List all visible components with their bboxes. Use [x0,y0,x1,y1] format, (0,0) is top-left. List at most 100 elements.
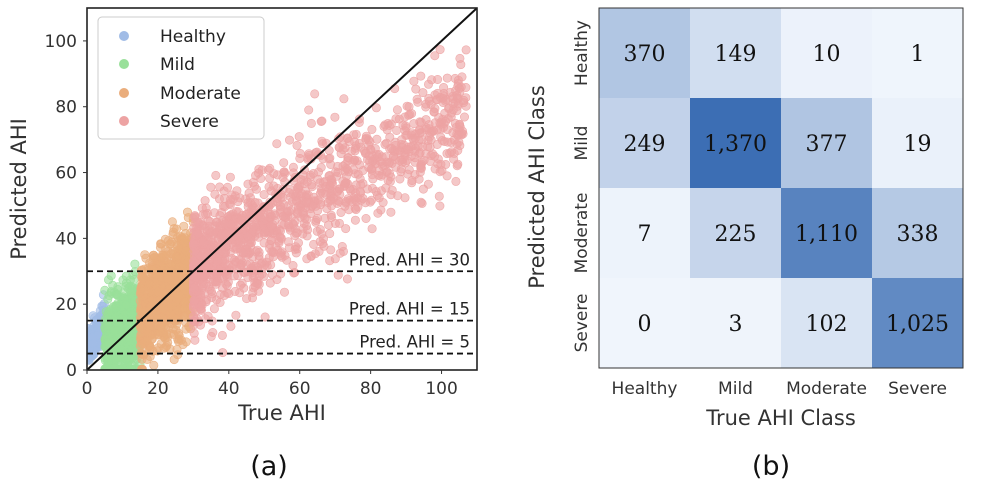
scatter-point [189,283,199,293]
scatter-point [318,139,328,149]
scatter-point [149,250,159,260]
legend-marker-mild [119,59,129,69]
scatter-point [340,166,350,176]
scatter-point [371,103,381,113]
scatter-point [435,201,445,211]
scatter-point [231,310,241,320]
x-tick-label: 0 [82,379,93,399]
scatter-point [270,211,280,221]
scatter-point [110,325,120,335]
scatter-point [155,327,165,337]
heatmap-cell [599,98,691,189]
threshold-label: Pred. AHI = 15 [349,300,470,319]
scatter-point [156,339,166,349]
scatter-point [222,272,232,282]
scatter-point [410,153,420,163]
scatter-point [213,256,223,266]
heatmap-cell [872,278,964,369]
scatter-point [251,247,261,257]
heatmap-y-tick-label: Healthy [572,20,592,86]
scatter-point [459,112,469,122]
scatter-point [351,129,361,139]
scatter-point [389,151,399,161]
scatter-point [163,274,173,284]
heatmap-cell [781,188,873,279]
scatter-point [130,259,140,269]
scatter-point [387,185,397,195]
scatter-point [215,297,225,307]
scatter-point [295,153,305,163]
scatter-point [189,295,199,305]
scatter-point [198,237,208,247]
scatter-point [433,75,443,85]
scatter-point [168,227,178,237]
scatter-point [179,221,189,231]
y-tick-label: 40 [55,229,77,249]
scatter-point [242,294,252,304]
heatmap-cell [781,278,873,369]
scatter-point [277,252,287,262]
legend-marker-healthy [119,31,129,41]
scatter-point [179,237,189,247]
scatter-point [89,321,99,331]
scatter-point [211,170,221,180]
confusion-matrix-panel: 370 149 10 1 249 1,370 377 19 7 225 1,110 338 0 3 102 1… [525,7,964,482]
scatter-point [219,186,229,196]
scatter-point [416,197,426,207]
scatter-point [189,328,199,338]
scatter-point [461,83,471,93]
scatter-point [361,131,371,141]
y-tick-label: 80 [55,98,77,118]
heatmap-frame [598,7,964,369]
scatter-point [361,214,371,224]
scatter-point [121,271,131,281]
scatter-point [308,169,318,179]
scatter-point [209,304,219,314]
scatter-point [206,286,216,296]
scatter-point [312,214,322,224]
heatmap-cell-label: 0 [638,312,652,337]
scatter-point [119,293,129,303]
scatter-point [288,162,298,172]
heatmap-cell-label: 19 [904,132,932,157]
scatter-point [338,176,348,186]
scatter-point [296,174,306,184]
scatter-point [313,206,323,216]
scatter-point [386,207,396,217]
scatter-point [434,191,444,201]
scatter-point [152,287,162,297]
heatmap-cell [599,188,691,279]
scatter-point [430,51,440,61]
scatter-point [442,73,452,83]
scatter-point [158,304,168,314]
scatter-point [248,287,258,297]
scatter-point [316,163,326,173]
scatter-point [269,181,279,191]
scatter-point [286,192,296,202]
scatter-point [88,339,98,349]
y-tick-label: 100 [45,32,77,52]
scatter-point [416,71,426,81]
scatter-point [310,89,320,99]
scatter-point [317,116,327,126]
scatter-point [292,228,302,238]
heatmap-cell [690,98,782,189]
scatter-point [304,149,314,159]
y-tick-label: 60 [55,164,77,184]
heatmap-cell [690,278,782,369]
heatmap-x-axis-label: True AHI Class [705,406,856,430]
scatter-point [237,238,247,248]
heatmap-x-tick-label: Mild [718,379,753,399]
scatter-point [344,137,354,147]
scatter-point [409,76,419,86]
scatter-point [189,256,199,266]
scatter-point [360,198,370,208]
scatter-point [290,244,300,254]
scatter-point [165,239,175,249]
scatter-point [239,283,249,293]
scatter-point [247,205,257,215]
heatmap-cell-label: 149 [715,42,757,67]
scatter-point [306,118,316,128]
scatter-point [335,248,345,258]
scatter-point [219,247,229,257]
